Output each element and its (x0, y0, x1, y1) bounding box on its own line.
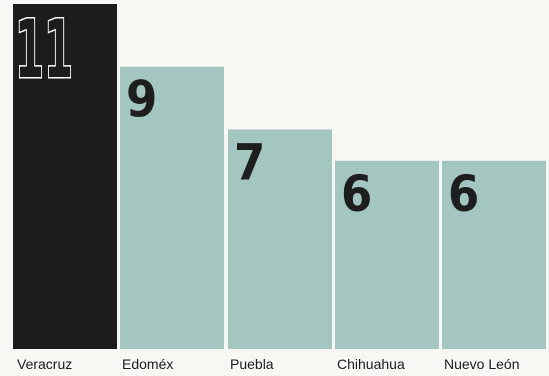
category-label: Edoméx (122, 356, 173, 372)
bar-value-label: 7 (234, 133, 265, 191)
category-label: Puebla (230, 356, 274, 372)
bar-value-label: 6 (448, 165, 479, 223)
bar-edoméx (120, 66, 224, 350)
bar-nuevo-león (442, 160, 546, 349)
bar-value-label: 9 (126, 71, 157, 129)
bar-veracruz (13, 4, 117, 349)
category-label: Chihuahua (337, 356, 405, 372)
category-label: Nuevo León (444, 356, 520, 372)
bar-value-label: 6 (341, 165, 372, 223)
category-label: Veracruz (17, 356, 72, 372)
bar-puebla (228, 129, 332, 349)
bar-chihuahua (335, 160, 439, 349)
bar-value-label: 11 (15, 3, 73, 96)
